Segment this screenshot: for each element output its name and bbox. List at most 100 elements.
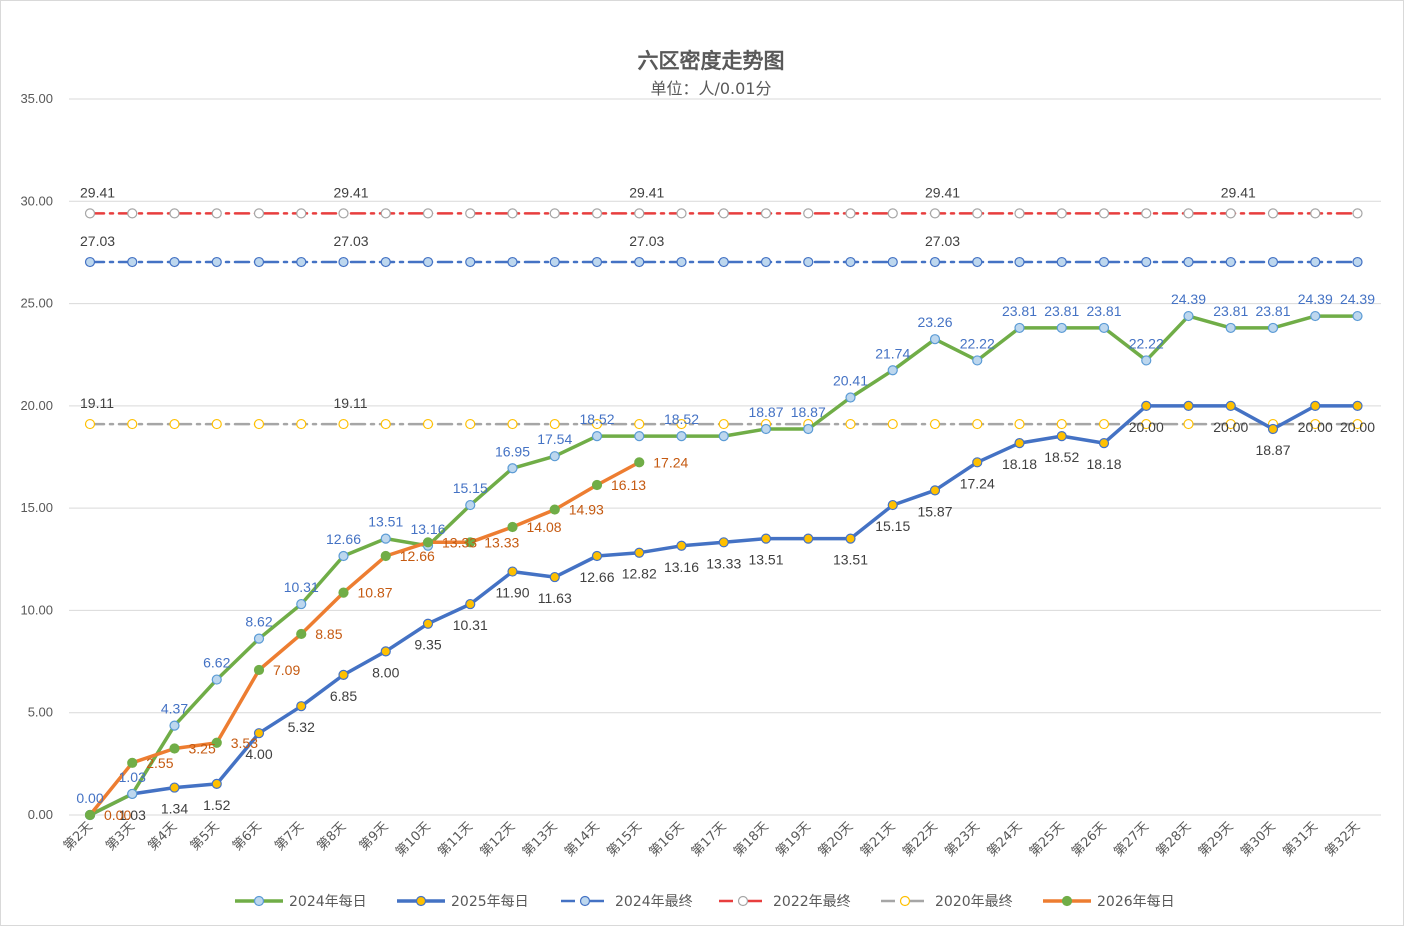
data-label: 18.18 xyxy=(1002,456,1037,472)
legend-marker xyxy=(1061,895,1073,907)
data-point xyxy=(803,533,814,544)
data-point xyxy=(549,504,560,515)
x-tick-label: 第21天 xyxy=(858,819,899,860)
x-tick-label: 第31天 xyxy=(1280,819,1321,860)
data-point xyxy=(1014,208,1025,219)
data-label: 13.51 xyxy=(368,514,403,530)
series-1 xyxy=(84,310,1363,821)
x-tick-label: 第12天 xyxy=(478,819,519,860)
x-tick-label: 第19天 xyxy=(773,819,814,860)
data-point xyxy=(929,208,941,219)
data-point xyxy=(634,431,645,442)
data-point xyxy=(634,256,645,268)
x-tick-label: 第4天 xyxy=(145,819,180,854)
data-point xyxy=(760,208,772,219)
data-point xyxy=(211,674,222,685)
data-label: 27.03 xyxy=(334,233,369,249)
legend-marker xyxy=(899,895,911,907)
data-point xyxy=(591,431,603,442)
data-point xyxy=(718,208,729,219)
data-label: 16.13 xyxy=(611,477,646,493)
data-point xyxy=(253,256,265,268)
data-point xyxy=(84,256,96,268)
series-4 xyxy=(84,208,1363,219)
y-tick-label: 10.00 xyxy=(20,602,53,617)
data-point xyxy=(591,256,603,268)
data-point xyxy=(1310,256,1321,268)
data-point xyxy=(887,256,898,268)
legend-label: 2020年最终 xyxy=(935,894,1013,910)
data-label: 20.00 xyxy=(1340,419,1375,435)
x-tick-label: 第3天 xyxy=(103,819,138,854)
data-point xyxy=(549,451,560,462)
data-label: 20.00 xyxy=(1213,419,1248,435)
data-point xyxy=(887,208,898,219)
data-label: 6.62 xyxy=(203,655,230,671)
y-axis-ticks: 0.00 5.00 10.00 15.00 20.00 25.00 30.00 35.00 xyxy=(20,91,53,822)
data-point xyxy=(1014,322,1025,334)
data-point xyxy=(507,256,518,268)
x-tick-label: 第27天 xyxy=(1111,819,1152,860)
data-point xyxy=(634,208,645,219)
data-point xyxy=(1267,208,1279,219)
data-point xyxy=(1225,418,1236,430)
data-point xyxy=(803,256,814,268)
data-point xyxy=(1141,208,1152,219)
data-point xyxy=(718,537,729,548)
data-label: 18.87 xyxy=(748,404,783,420)
data-point xyxy=(169,256,180,268)
data-point xyxy=(127,757,138,768)
data-point xyxy=(253,208,265,219)
data-point xyxy=(1141,400,1152,411)
x-axis-ticks: 第2天 第3天 第4天 第5天 第6天 第7天 第8天 第9天 第10天 第11天 第12天 第13天… xyxy=(61,819,1363,860)
data-point xyxy=(296,418,307,430)
data-point xyxy=(591,208,603,219)
data-label: 29.41 xyxy=(334,184,369,200)
data-point xyxy=(1098,208,1110,219)
data-point xyxy=(169,720,180,731)
data-point xyxy=(887,499,898,511)
y-tick-label: 5.00 xyxy=(28,705,53,720)
data-label: 21.74 xyxy=(875,345,910,361)
data-label: 17.24 xyxy=(960,475,995,491)
legend-label: 2024年每日 xyxy=(289,894,367,910)
data-label: 27.03 xyxy=(80,233,115,249)
data-label: 12.82 xyxy=(622,566,657,582)
chart-title: 六区密度走势图 xyxy=(638,49,785,73)
x-tick-label: 第6天 xyxy=(230,819,265,854)
data-point xyxy=(296,208,307,219)
data-label: 12.66 xyxy=(326,531,361,547)
data-label: 18.87 xyxy=(791,404,826,420)
data-label: 12.66 xyxy=(579,569,614,585)
data-point xyxy=(1352,256,1363,268)
legend-item: 2020年最终 xyxy=(881,894,1013,910)
x-tick-label: 第16天 xyxy=(647,819,688,860)
data-label: 12.66 xyxy=(400,548,435,564)
data-point xyxy=(549,208,560,219)
data-point xyxy=(972,208,983,219)
data-label: 18.18 xyxy=(1086,456,1121,472)
data-label: 27.03 xyxy=(629,233,664,249)
data-point xyxy=(296,701,307,712)
data-point xyxy=(380,646,391,657)
data-label: 22.22 xyxy=(960,335,995,351)
data-point xyxy=(972,256,983,268)
data-point xyxy=(465,499,476,511)
data-label: 1.52 xyxy=(203,797,230,813)
data-label: 23.81 xyxy=(1044,303,1079,319)
data-point xyxy=(338,208,349,219)
data-point xyxy=(127,256,138,268)
data-point xyxy=(591,550,603,562)
data-label: 18.52 xyxy=(1044,449,1079,465)
legend-marker xyxy=(579,895,591,907)
data-label: 8.85 xyxy=(315,626,342,642)
data-label: 13.33 xyxy=(706,555,741,571)
data-label: 13.51 xyxy=(748,552,783,568)
data-point xyxy=(1310,310,1321,322)
data-point xyxy=(422,208,434,219)
legend-marker xyxy=(253,895,265,907)
data-point xyxy=(465,598,476,610)
data-point xyxy=(1014,418,1025,430)
